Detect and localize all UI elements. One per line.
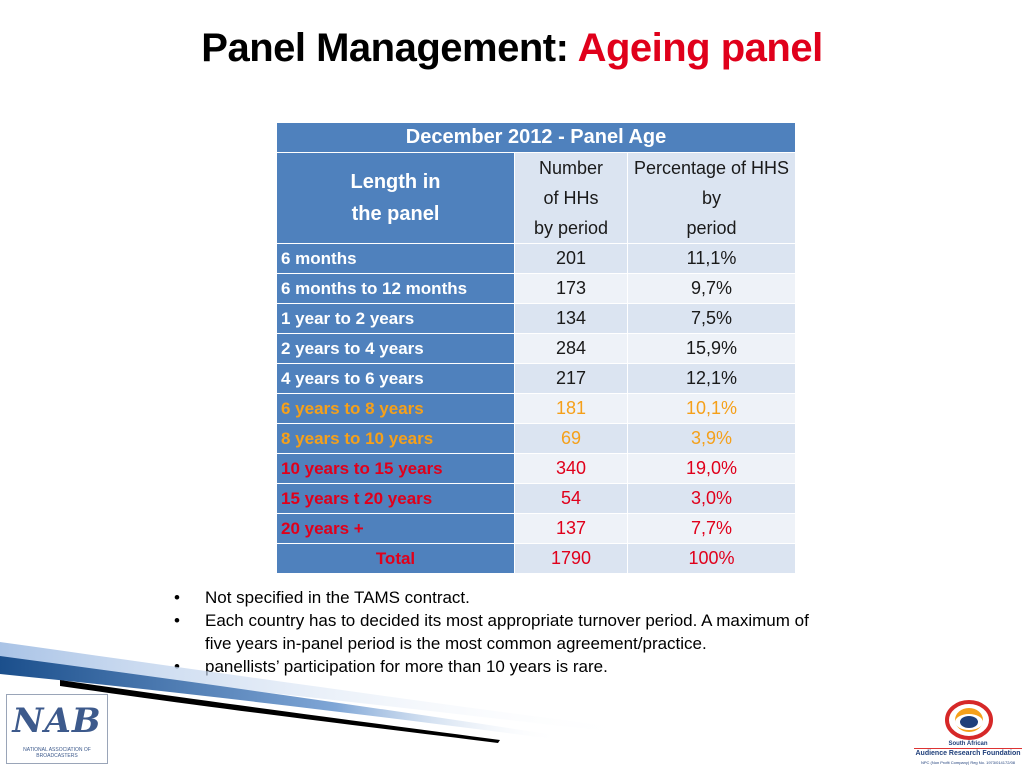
eye-icon bbox=[945, 700, 993, 740]
row-label: 10 years to 15 years bbox=[276, 453, 515, 484]
row-percentage: 7,5% bbox=[626, 303, 797, 334]
row-percentage: 9,7% bbox=[626, 273, 797, 304]
row-percentage: 3,9% bbox=[626, 423, 797, 454]
table-caption: December 2012 - Panel Age bbox=[275, 122, 797, 153]
table-row: 15 years t 20 years 54 3,0% bbox=[276, 483, 797, 514]
bullet-icon: • bbox=[174, 611, 180, 630]
table-row: 2 years to 4 years 284 15,9% bbox=[276, 333, 797, 364]
header-length-line2: the panel bbox=[351, 203, 440, 225]
row-number: 217 bbox=[514, 363, 628, 394]
list-item: • Not specified in the TAMS contract. bbox=[174, 586, 814, 609]
saarf-logo-line1: South African bbox=[948, 741, 988, 747]
row-percentage: 12,1% bbox=[626, 363, 797, 394]
row-number: 173 bbox=[514, 273, 628, 304]
table-row: 6 months to 12 months 173 9,7% bbox=[276, 273, 797, 304]
table-total-row: Total 1790 100% bbox=[276, 543, 797, 574]
row-label: 6 years to 8 years bbox=[276, 393, 515, 424]
header-number: Number of HHs by period bbox=[514, 152, 628, 244]
row-percentage: 11,1% bbox=[626, 243, 797, 274]
table-row: 20 years + 137 7,7% bbox=[276, 513, 797, 544]
row-number: 134 bbox=[514, 303, 628, 334]
row-number: 137 bbox=[514, 513, 628, 544]
panel-age-table: December 2012 - Panel Age Length in the … bbox=[275, 122, 797, 574]
row-percentage: 19,0% bbox=[626, 453, 797, 484]
header-percentage: Percentage of HHS by period bbox=[626, 152, 797, 244]
row-percentage: 15,9% bbox=[626, 333, 797, 364]
page-title: Panel Management: Ageing panel bbox=[0, 26, 1024, 71]
table-row: 4 years to 6 years 217 12,1% bbox=[276, 363, 797, 394]
table-row: 6 months 201 11,1% bbox=[276, 243, 797, 274]
row-label: 8 years to 10 years bbox=[276, 423, 515, 454]
table-row: 8 years to 10 years 69 3,9% bbox=[276, 423, 797, 454]
list-item: • Each country has to decided its most ap… bbox=[174, 609, 814, 655]
bullet-icon: • bbox=[174, 588, 180, 607]
note-text: Each country has to decided its most app… bbox=[205, 611, 809, 653]
saarf-logo-line2: Audience Research Foundation bbox=[914, 748, 1022, 757]
saarf-logo-line3: NPC (Non Profit Company) Reg No. 1973/01… bbox=[920, 760, 1016, 765]
table-row: 6 years to 8 years 181 10,1% bbox=[276, 393, 797, 424]
bullet-icon: • bbox=[174, 657, 180, 676]
header-percentage-line1: Percentage of HHS bbox=[633, 158, 790, 178]
title-main: Panel Management: bbox=[201, 26, 578, 70]
row-label: 4 years to 6 years bbox=[276, 363, 515, 394]
row-label: 15 years t 20 years bbox=[276, 483, 515, 514]
saarf-logo: South African Audience Research Foundati… bbox=[912, 700, 1024, 768]
table-row: 10 years to 15 years 340 19,0% bbox=[276, 453, 797, 484]
header-number-line1: Number bbox=[538, 158, 604, 178]
row-percentage: 10,1% bbox=[626, 393, 797, 424]
row-number: 340 bbox=[514, 453, 628, 484]
header-length-line1: Length in bbox=[350, 171, 441, 193]
header-length: Length in the panel bbox=[276, 152, 515, 244]
row-number: 284 bbox=[514, 333, 628, 364]
table-row: 1 year to 2 years 134 7,5% bbox=[276, 303, 797, 334]
row-label: 20 years + bbox=[276, 513, 515, 544]
row-label: 6 months bbox=[276, 243, 515, 274]
row-number: 181 bbox=[514, 393, 628, 424]
notes-list: • Not specified in the TAMS contract. • Ea… bbox=[174, 586, 814, 678]
nab-logo-subtitle: NATIONAL ASSOCIATION OF BROADCASTERS bbox=[23, 747, 91, 759]
row-label: 2 years to 4 years bbox=[276, 333, 515, 364]
title-accent: Ageing panel bbox=[577, 26, 824, 70]
row-number: 201 bbox=[514, 243, 628, 274]
header-number-line2: of HHs bbox=[543, 188, 599, 208]
total-number: 1790 bbox=[514, 543, 628, 574]
row-percentage: 3,0% bbox=[626, 483, 797, 514]
row-label: 1 year to 2 years bbox=[276, 303, 515, 334]
note-text: Not specified in the TAMS contract. bbox=[205, 588, 470, 607]
header-percentage-line3: period bbox=[686, 218, 737, 238]
row-label: 6 months to 12 months bbox=[276, 273, 515, 304]
table-caption-row: December 2012 - Panel Age bbox=[275, 122, 797, 153]
list-item: • panellists’ participation for more than… bbox=[174, 655, 814, 678]
header-percentage-line2: by bbox=[702, 188, 722, 208]
note-text: panellists’ participation for more than … bbox=[205, 657, 608, 676]
nab-logo-text: NAB bbox=[12, 701, 102, 741]
row-number: 54 bbox=[514, 483, 628, 514]
header-number-line3: by period bbox=[533, 218, 609, 238]
total-label: Total bbox=[276, 543, 515, 574]
nab-logo: NAB NATIONAL ASSOCIATION OF BROADCASTERS bbox=[6, 694, 108, 764]
table-header-row: Length in the panel Number of HHs by per… bbox=[276, 152, 797, 244]
total-percentage: 100% bbox=[626, 543, 797, 574]
row-number: 69 bbox=[514, 423, 628, 454]
decorative-swoosh bbox=[0, 642, 640, 743]
row-percentage: 7,7% bbox=[626, 513, 797, 544]
